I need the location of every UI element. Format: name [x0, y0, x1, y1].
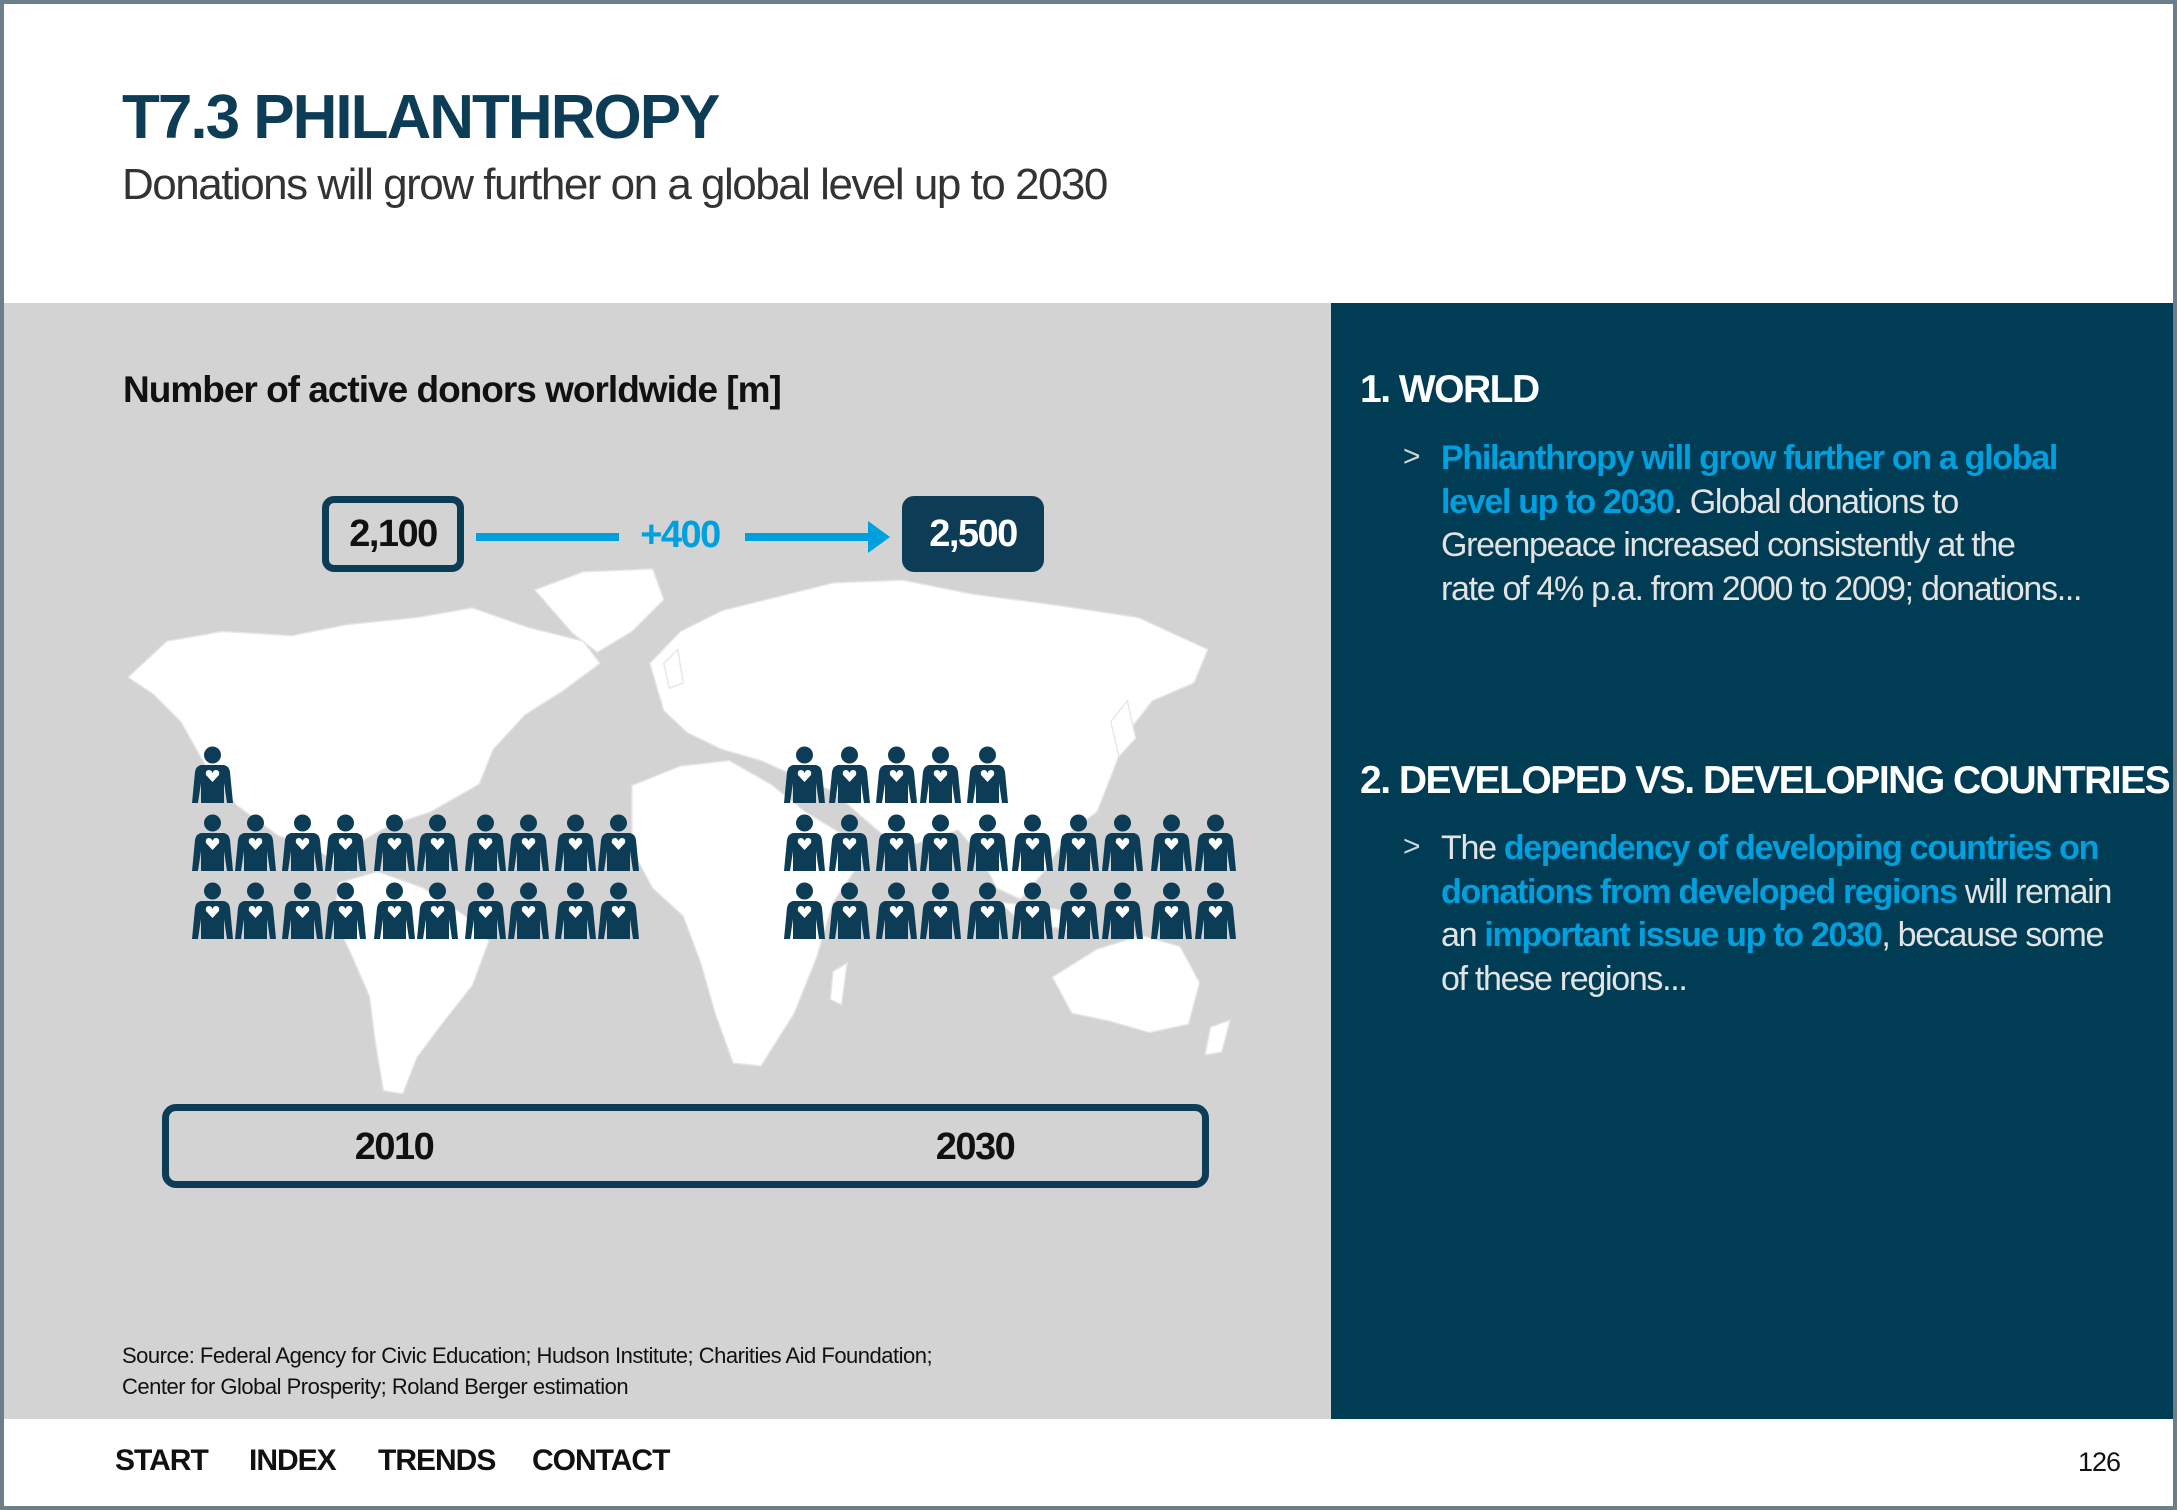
section-developed-text: The dependency of developing countries o…	[1441, 827, 2113, 1001]
value-2010-box: 2,100	[322, 496, 464, 572]
section-heading-developed: 2. DEVELOPED VS. DEVELOPING COUNTRIES	[1360, 759, 2171, 802]
arrow-line-right	[745, 533, 871, 541]
donor-2010-icon	[192, 882, 233, 939]
map-north-america	[126, 607, 601, 873]
highlight-text: Philanthropy will grow further on a glob…	[1441, 439, 2058, 477]
section-world-text: Philanthropy will grow further on a glob…	[1441, 437, 2082, 611]
year-2030-label: 2030	[935, 1126, 1016, 1168]
donor-2010-icon	[417, 882, 458, 939]
value-2010: 2,100	[349, 512, 438, 555]
highlight-text: dependency of developing countries on	[1503, 829, 2100, 867]
highlight-text: important issue up to 2030	[1484, 916, 1882, 954]
donor-2030-icon	[829, 746, 870, 803]
map-greenland	[533, 568, 665, 654]
value-2030-box: 2,500	[902, 496, 1044, 572]
highlight-text: level up to 2030	[1441, 482, 1675, 521]
donor-2010-icon	[192, 814, 233, 871]
body-text: The	[1441, 829, 1504, 867]
donor-2010-icon	[465, 882, 506, 939]
arrow-line-left	[476, 533, 619, 541]
donor-2010-icon	[465, 814, 506, 871]
nav-trends-link[interactable]: TRENDS	[378, 1444, 496, 1477]
donor-2010-icon	[374, 814, 415, 871]
donor-2030-icon	[876, 746, 917, 803]
source-line-1: Source: Federal Agency for Civic Educati…	[122, 1343, 933, 1368]
donor-2010-icon	[235, 814, 276, 871]
donor-2030-icon	[1151, 882, 1192, 939]
body-text: will remain	[1956, 872, 2113, 911]
nav-contact-link[interactable]: CONTACT	[532, 1444, 670, 1477]
donor-2010-icon	[282, 882, 323, 939]
donor-2030-icon	[784, 746, 825, 803]
donor-2030-icon	[967, 814, 1008, 871]
section-heading-world: 1. WORLD	[1360, 368, 1540, 411]
donor-2030-icon	[1102, 814, 1143, 871]
donor-2010-icon	[555, 882, 596, 939]
donor-2010-icon	[325, 882, 366, 939]
nav-start-link[interactable]: START	[115, 1444, 209, 1477]
donor-2030-icon	[784, 882, 825, 939]
page-title: T7.3 PHILANTHROPY	[122, 83, 720, 152]
body-text: Greenpeace increased consistently at the	[1441, 526, 2016, 564]
key-findings-panel	[1331, 303, 2173, 1419]
donor-2030-icon	[1058, 814, 1099, 871]
map-madagascar	[829, 961, 848, 1006]
donor-2030-icon	[920, 746, 961, 803]
donor-2030-icon	[967, 746, 1008, 803]
map-japan	[1109, 699, 1137, 758]
donor-2030-icon	[876, 814, 917, 871]
donor-2010-icon	[598, 882, 639, 939]
donor-2030-icon	[1012, 814, 1053, 871]
donor-2030-icon	[1195, 814, 1236, 871]
nav-index-link[interactable]: INDEX	[249, 1444, 337, 1477]
growth-delta: +400	[640, 514, 721, 556]
year-2010-label: 2010	[354, 1126, 435, 1168]
donor-2010-icon	[417, 814, 458, 871]
donor-2030-icon	[829, 814, 870, 871]
donor-2030-icon	[876, 882, 917, 939]
donor-2030-icon	[967, 882, 1008, 939]
donor-2010-icon	[508, 882, 549, 939]
map-new-zealand	[1204, 1018, 1232, 1056]
donor-2030-icon	[920, 882, 961, 939]
source-line-2: Center for Global Prosperity; Roland Ber…	[122, 1374, 629, 1399]
map-australia	[1051, 934, 1201, 1034]
bullet-chevron-icon: >	[1403, 830, 1421, 863]
donor-2010-icon	[555, 814, 596, 871]
body-text: . Global donations to	[1673, 482, 1959, 521]
donor-2010-icon	[374, 882, 415, 939]
body-text: rate of 4% p.a. from 2000 to 2009; donat…	[1441, 569, 2082, 608]
chart-title: Number of active donors worldwide [m]	[123, 369, 782, 410]
body-text: an	[1441, 916, 1485, 954]
page-subtitle: Donations will grow further on a global …	[122, 160, 1108, 209]
body-text: , because some	[1881, 916, 2104, 954]
donor-2030-icon	[829, 882, 870, 939]
donor-2030-icon	[784, 814, 825, 871]
timeline-bar	[162, 1104, 1209, 1188]
donor-2010-icon	[325, 814, 366, 871]
donor-2010-icon	[598, 814, 639, 871]
donor-2010-icon	[235, 882, 276, 939]
donor-2030-icon	[1012, 882, 1053, 939]
bullet-chevron-icon: >	[1403, 440, 1421, 473]
donor-2010-icon	[508, 814, 549, 871]
map-uk	[663, 648, 685, 690]
donor-2030-icon	[1102, 882, 1143, 939]
donor-2030-icon	[1058, 882, 1099, 939]
page-number: 126	[2078, 1447, 2121, 1477]
donor-2010-icon	[192, 746, 233, 803]
arrow-head	[868, 521, 890, 553]
growth-arrow-icon	[476, 521, 890, 553]
donor-2030-icon	[1151, 814, 1192, 871]
donor-2010-icon	[282, 814, 323, 871]
donor-2030-icon	[920, 814, 961, 871]
donor-2030-icon	[1195, 882, 1236, 939]
source-note: Source: Federal Agency for Civic Educati…	[122, 1340, 933, 1402]
highlight-text: donations from developed regions	[1441, 872, 1958, 911]
body-text: of these regions...	[1441, 959, 1688, 998]
value-2030: 2,500	[929, 512, 1018, 555]
